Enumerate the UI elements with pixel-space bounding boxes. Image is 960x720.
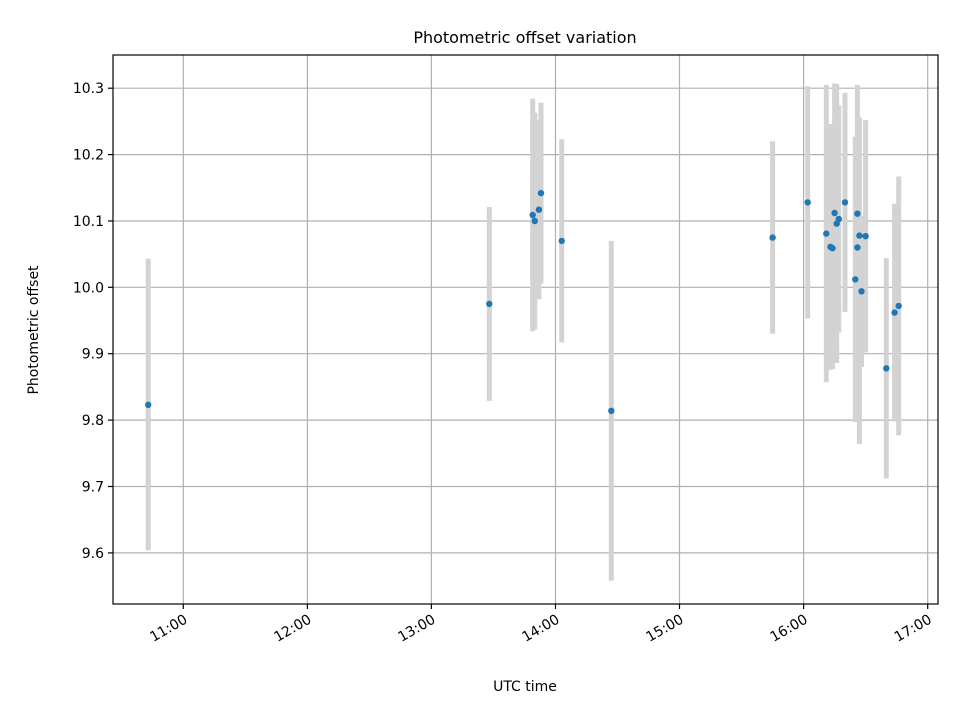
- y-tick-label: 10.2: [73, 148, 104, 164]
- y-tick-label: 9.9: [82, 347, 104, 363]
- y-tick-label: 9.6: [82, 546, 104, 562]
- y-tick-label: 9.7: [82, 480, 104, 496]
- data-point: [891, 309, 898, 316]
- plot-area-frame: [112, 54, 939, 605]
- data-point: [841, 199, 849, 206]
- grid-lines: [113, 55, 938, 604]
- data-point: [831, 209, 838, 217]
- x-axis-label: UTC time: [493, 679, 557, 695]
- y-tick-label: 10.1: [73, 214, 104, 230]
- y-tick-label: 10.0: [73, 280, 104, 296]
- data-point: [535, 206, 543, 213]
- data-point: [529, 211, 536, 219]
- data-point: [531, 217, 538, 225]
- data-point: [852, 276, 859, 283]
- data-point: [823, 230, 830, 237]
- y-tick-label: 9.8: [82, 413, 104, 429]
- data-point: [769, 234, 776, 241]
- data-point: [895, 302, 902, 310]
- data-point: [829, 245, 836, 252]
- data-point: [145, 401, 152, 408]
- data-point: [858, 288, 865, 295]
- data-point: [835, 215, 842, 223]
- y-tick-label: 10.3: [73, 81, 104, 97]
- data-point: [883, 365, 890, 372]
- data-point: [854, 244, 861, 251]
- data-point: [804, 199, 811, 206]
- y-axis-ticks: 9.6 9.7 9.8 9.9 10.0 10.1 10.2 10.3: [73, 81, 113, 562]
- data-point: [854, 210, 861, 217]
- data-point: [558, 237, 565, 245]
- chart-title: Photometric offset variation: [413, 28, 636, 47]
- data-points: [145, 189, 902, 414]
- data-point: [537, 189, 545, 197]
- data-point: [856, 232, 863, 239]
- y-axis-label: Photometric offset: [26, 265, 42, 395]
- data-point: [608, 407, 615, 414]
- data-point: [862, 233, 869, 240]
- data-point: [486, 300, 493, 308]
